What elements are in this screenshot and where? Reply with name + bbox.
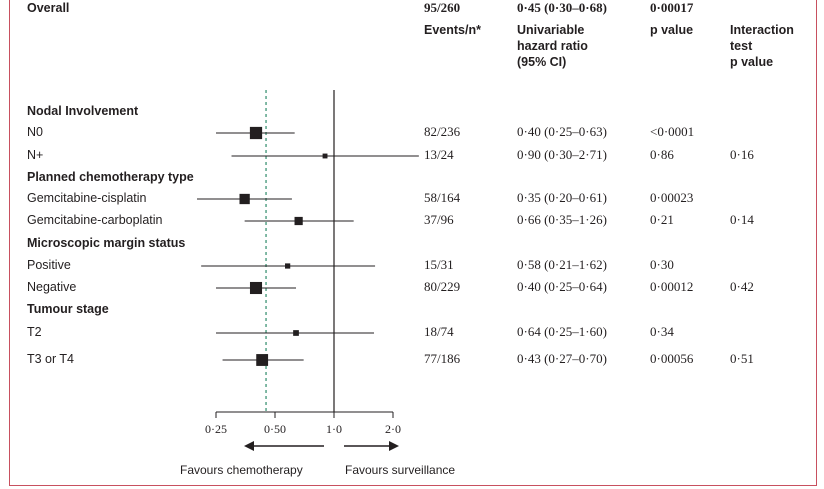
events-value: 95/260 [424, 0, 461, 15]
events-value: 82/236 [424, 124, 461, 139]
hazard-ratio-value: 0·35 (0·20–0·61) [517, 190, 607, 205]
events-value: 58/164 [424, 190, 461, 205]
p-value: 0·00023 [650, 190, 694, 205]
favours-right-arrowhead [389, 441, 399, 451]
hazard-ratio-value: 0·45 (0·30–0·68) [517, 0, 607, 15]
hr-point-marker [293, 330, 299, 336]
header-hazard-ratio: Univariable hazard ratio (95% CI) [517, 23, 588, 69]
x-tick-label: 1·0 [326, 422, 342, 436]
events-value: 80/229 [424, 279, 461, 294]
hr-point-marker [322, 153, 328, 159]
interaction-p-value: 0·14 [730, 212, 754, 227]
row-label: N0 [27, 125, 43, 139]
hazard-ratio-value: 0·40 (0·25–0·63) [517, 124, 607, 139]
group-label: Tumour stage [27, 302, 109, 316]
interaction-p-value: 0·51 [730, 351, 754, 366]
p-value: 0·86 [650, 147, 674, 162]
hazard-ratio-value: 0·66 (0·35–1·26) [517, 212, 607, 227]
row-label: Negative [27, 280, 77, 294]
events-value: 15/31 [424, 257, 454, 272]
hazard-ratio-value: 0·40 (0·25–0·64) [517, 279, 607, 294]
events-value: 13/24 [424, 147, 454, 162]
hazard-ratio-value: 0·58 (0·21–1·62) [517, 257, 607, 272]
interaction-p-value: 0·42 [730, 279, 754, 294]
favours-right-label: Favours surveillance [345, 463, 456, 477]
hr-point-marker [249, 281, 263, 295]
p-value: 0·30 [650, 257, 674, 272]
hr-point-marker [294, 216, 303, 226]
figure-frame [9, 0, 817, 486]
p-value: 0·00017 [650, 0, 694, 15]
row-label: T3 or T4 [27, 352, 75, 366]
header-interaction: Interaction test p value [730, 23, 794, 69]
p-value: <0·0001 [650, 124, 695, 139]
x-tick-label: 0·50 [264, 422, 286, 436]
row-label: T2 [27, 325, 42, 339]
events-value: 77/186 [424, 351, 461, 366]
header-events: Events/n* [424, 23, 481, 37]
p-value: 0·00056 [650, 351, 694, 366]
events-value: 18/74 [424, 324, 454, 339]
group-label: Microscopic margin status [27, 236, 186, 250]
hazard-ratio-value: 0·43 (0·27–0·70) [517, 351, 607, 366]
row-label: Positive [27, 258, 71, 272]
interaction-p-value: 0·16 [730, 147, 754, 162]
row-label: Gemcitabine-cisplatin [27, 191, 147, 205]
p-value: 0·21 [650, 212, 674, 227]
x-tick-label: 0·25 [205, 422, 227, 436]
hr-point-marker [249, 126, 263, 140]
hazard-ratio-value: 0·90 (0·30–2·71) [517, 147, 607, 162]
group-label: Planned chemotherapy type [27, 170, 194, 184]
hr-point-marker [285, 263, 291, 269]
favours-left-arrowhead [244, 441, 254, 451]
hazard-ratio-value: 0·64 (0·25–1·60) [517, 324, 607, 339]
row-label: Gemcitabine-carboplatin [27, 213, 163, 227]
hr-point-marker [239, 193, 250, 205]
hr-point-marker [256, 354, 269, 366]
row-label: N+ [27, 148, 44, 162]
events-value: 37/96 [424, 212, 454, 227]
favours-left-label: Favours chemotherapy [180, 463, 303, 477]
overall-label: Overall [27, 1, 70, 15]
x-tick-label: 2·0 [385, 422, 401, 436]
p-value: 0·00012 [650, 279, 694, 294]
group-label: Nodal Involvement [27, 104, 139, 118]
p-value: 0·34 [650, 324, 674, 339]
header-p-value: p value [650, 23, 694, 37]
